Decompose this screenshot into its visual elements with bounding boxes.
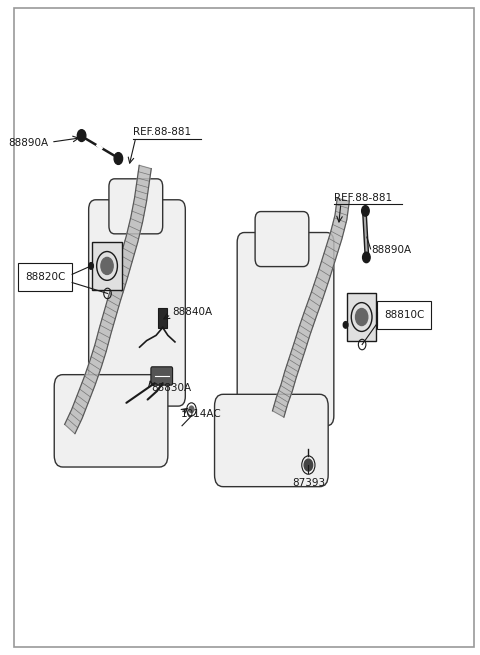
- Polygon shape: [273, 198, 349, 417]
- Text: 87393: 87393: [292, 478, 325, 488]
- Circle shape: [77, 130, 86, 141]
- FancyBboxPatch shape: [109, 179, 163, 234]
- Bar: [93, 242, 121, 290]
- FancyBboxPatch shape: [255, 212, 309, 267]
- Circle shape: [362, 252, 370, 263]
- FancyBboxPatch shape: [89, 200, 185, 406]
- Text: 88820C: 88820C: [25, 272, 65, 282]
- FancyBboxPatch shape: [237, 233, 334, 426]
- Text: REF.88-881: REF.88-881: [132, 127, 191, 138]
- Text: 1014AC: 1014AC: [180, 409, 221, 419]
- Text: 88890A: 88890A: [372, 245, 412, 255]
- Circle shape: [189, 406, 194, 413]
- Bar: [347, 293, 376, 341]
- Text: 88840A: 88840A: [172, 307, 212, 317]
- Bar: [377, 301, 432, 329]
- Circle shape: [101, 257, 113, 274]
- Text: 88890A: 88890A: [9, 138, 48, 148]
- Circle shape: [304, 459, 312, 471]
- Circle shape: [356, 309, 368, 326]
- Circle shape: [89, 263, 94, 269]
- Text: 88830A: 88830A: [151, 383, 191, 393]
- FancyBboxPatch shape: [215, 394, 328, 487]
- Text: REF.88-881: REF.88-881: [334, 193, 392, 203]
- FancyBboxPatch shape: [151, 367, 173, 385]
- Circle shape: [343, 322, 348, 328]
- Circle shape: [114, 153, 122, 164]
- Circle shape: [361, 206, 369, 216]
- FancyBboxPatch shape: [54, 375, 168, 467]
- Bar: [18, 263, 72, 291]
- Bar: [158, 308, 167, 328]
- Polygon shape: [65, 165, 151, 434]
- Text: 88810C: 88810C: [384, 310, 424, 320]
